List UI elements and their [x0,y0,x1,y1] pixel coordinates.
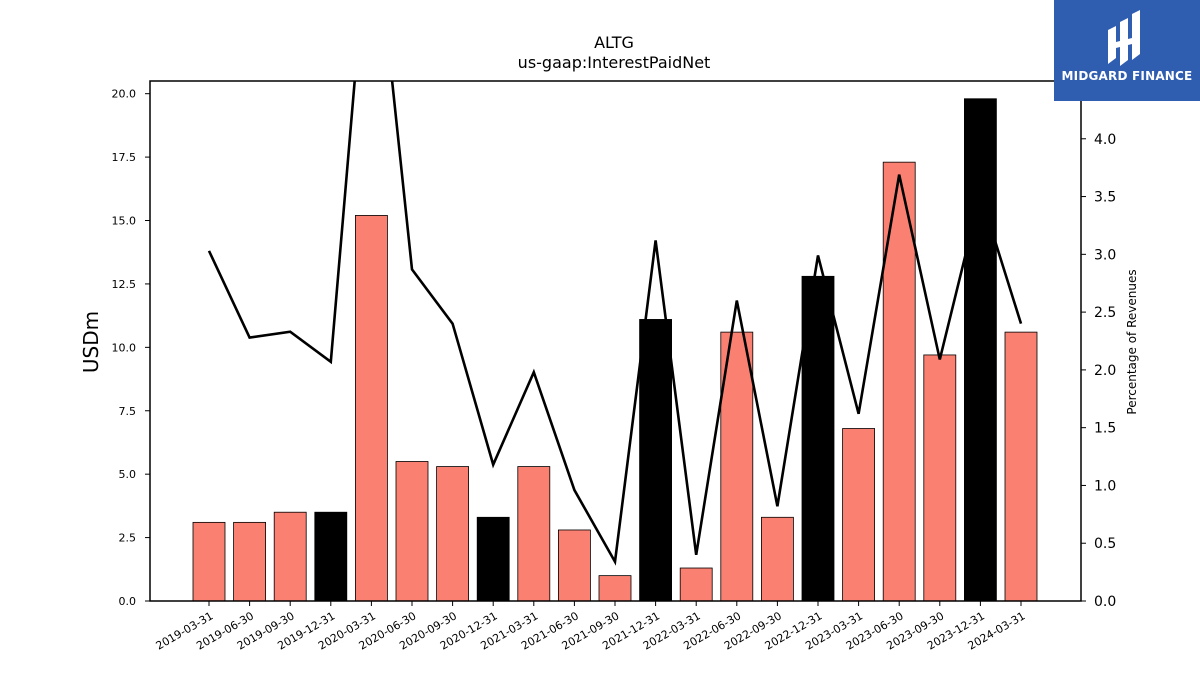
bar [436,466,470,602]
bar [476,516,510,602]
y2-tick-label: 4.0 [1094,132,1116,148]
y2-tick-label: 3.0 [1094,247,1116,263]
y-tick-label: 0.0 [119,595,137,608]
y-tick-label: 10.0 [112,341,137,354]
y-axis-label: USDm [79,311,103,373]
y2-tick-label: 0.5 [1094,536,1116,552]
bar [233,521,267,602]
bar [314,511,348,602]
bar [761,516,794,602]
y-tick-label: 2.5 [119,532,137,545]
y2-tick-label: 2.5 [1094,305,1116,321]
line-series-path [207,81,1023,566]
y-tick-label: 5.0 [119,468,137,481]
bar [923,354,957,602]
bar [679,567,713,602]
bar [720,331,754,602]
logo-text: MIDGARD FINANCE [1061,69,1193,83]
bar [354,215,388,602]
y2-axis-label: Percentage of Revenues [1125,269,1139,414]
bar [801,275,835,602]
y-tick-label: 15.0 [112,215,137,228]
y2-tick-label: 1.0 [1094,478,1116,494]
bar [842,428,875,602]
bar [1004,331,1038,602]
bar [192,521,226,602]
y2-tick-label: 1.5 [1094,421,1116,437]
bar-series [192,98,1038,602]
line-series [207,81,1023,566]
y2-tick-label: 2.0 [1094,363,1116,379]
y-tick-label: 7.5 [119,405,137,418]
y2-tick-label: 0.0 [1094,594,1116,610]
logo: MIDGARD FINANCE [1054,0,1200,101]
chart-subtitle: us-gaap:InterestPaidNet [518,53,711,72]
y-tick-label: 12.5 [112,278,137,291]
y2-tick-label: 3.5 [1094,190,1116,206]
y-tick-label: 17.5 [112,151,137,164]
bar [395,461,429,602]
bar [598,575,632,602]
bar [273,511,307,602]
logo-icon [1108,10,1140,66]
bar [558,529,591,602]
bar [964,98,997,602]
y-tick-label: 20.0 [112,88,137,101]
bar [639,319,672,602]
chart-title: ALTG [594,33,634,52]
bar [517,466,551,602]
